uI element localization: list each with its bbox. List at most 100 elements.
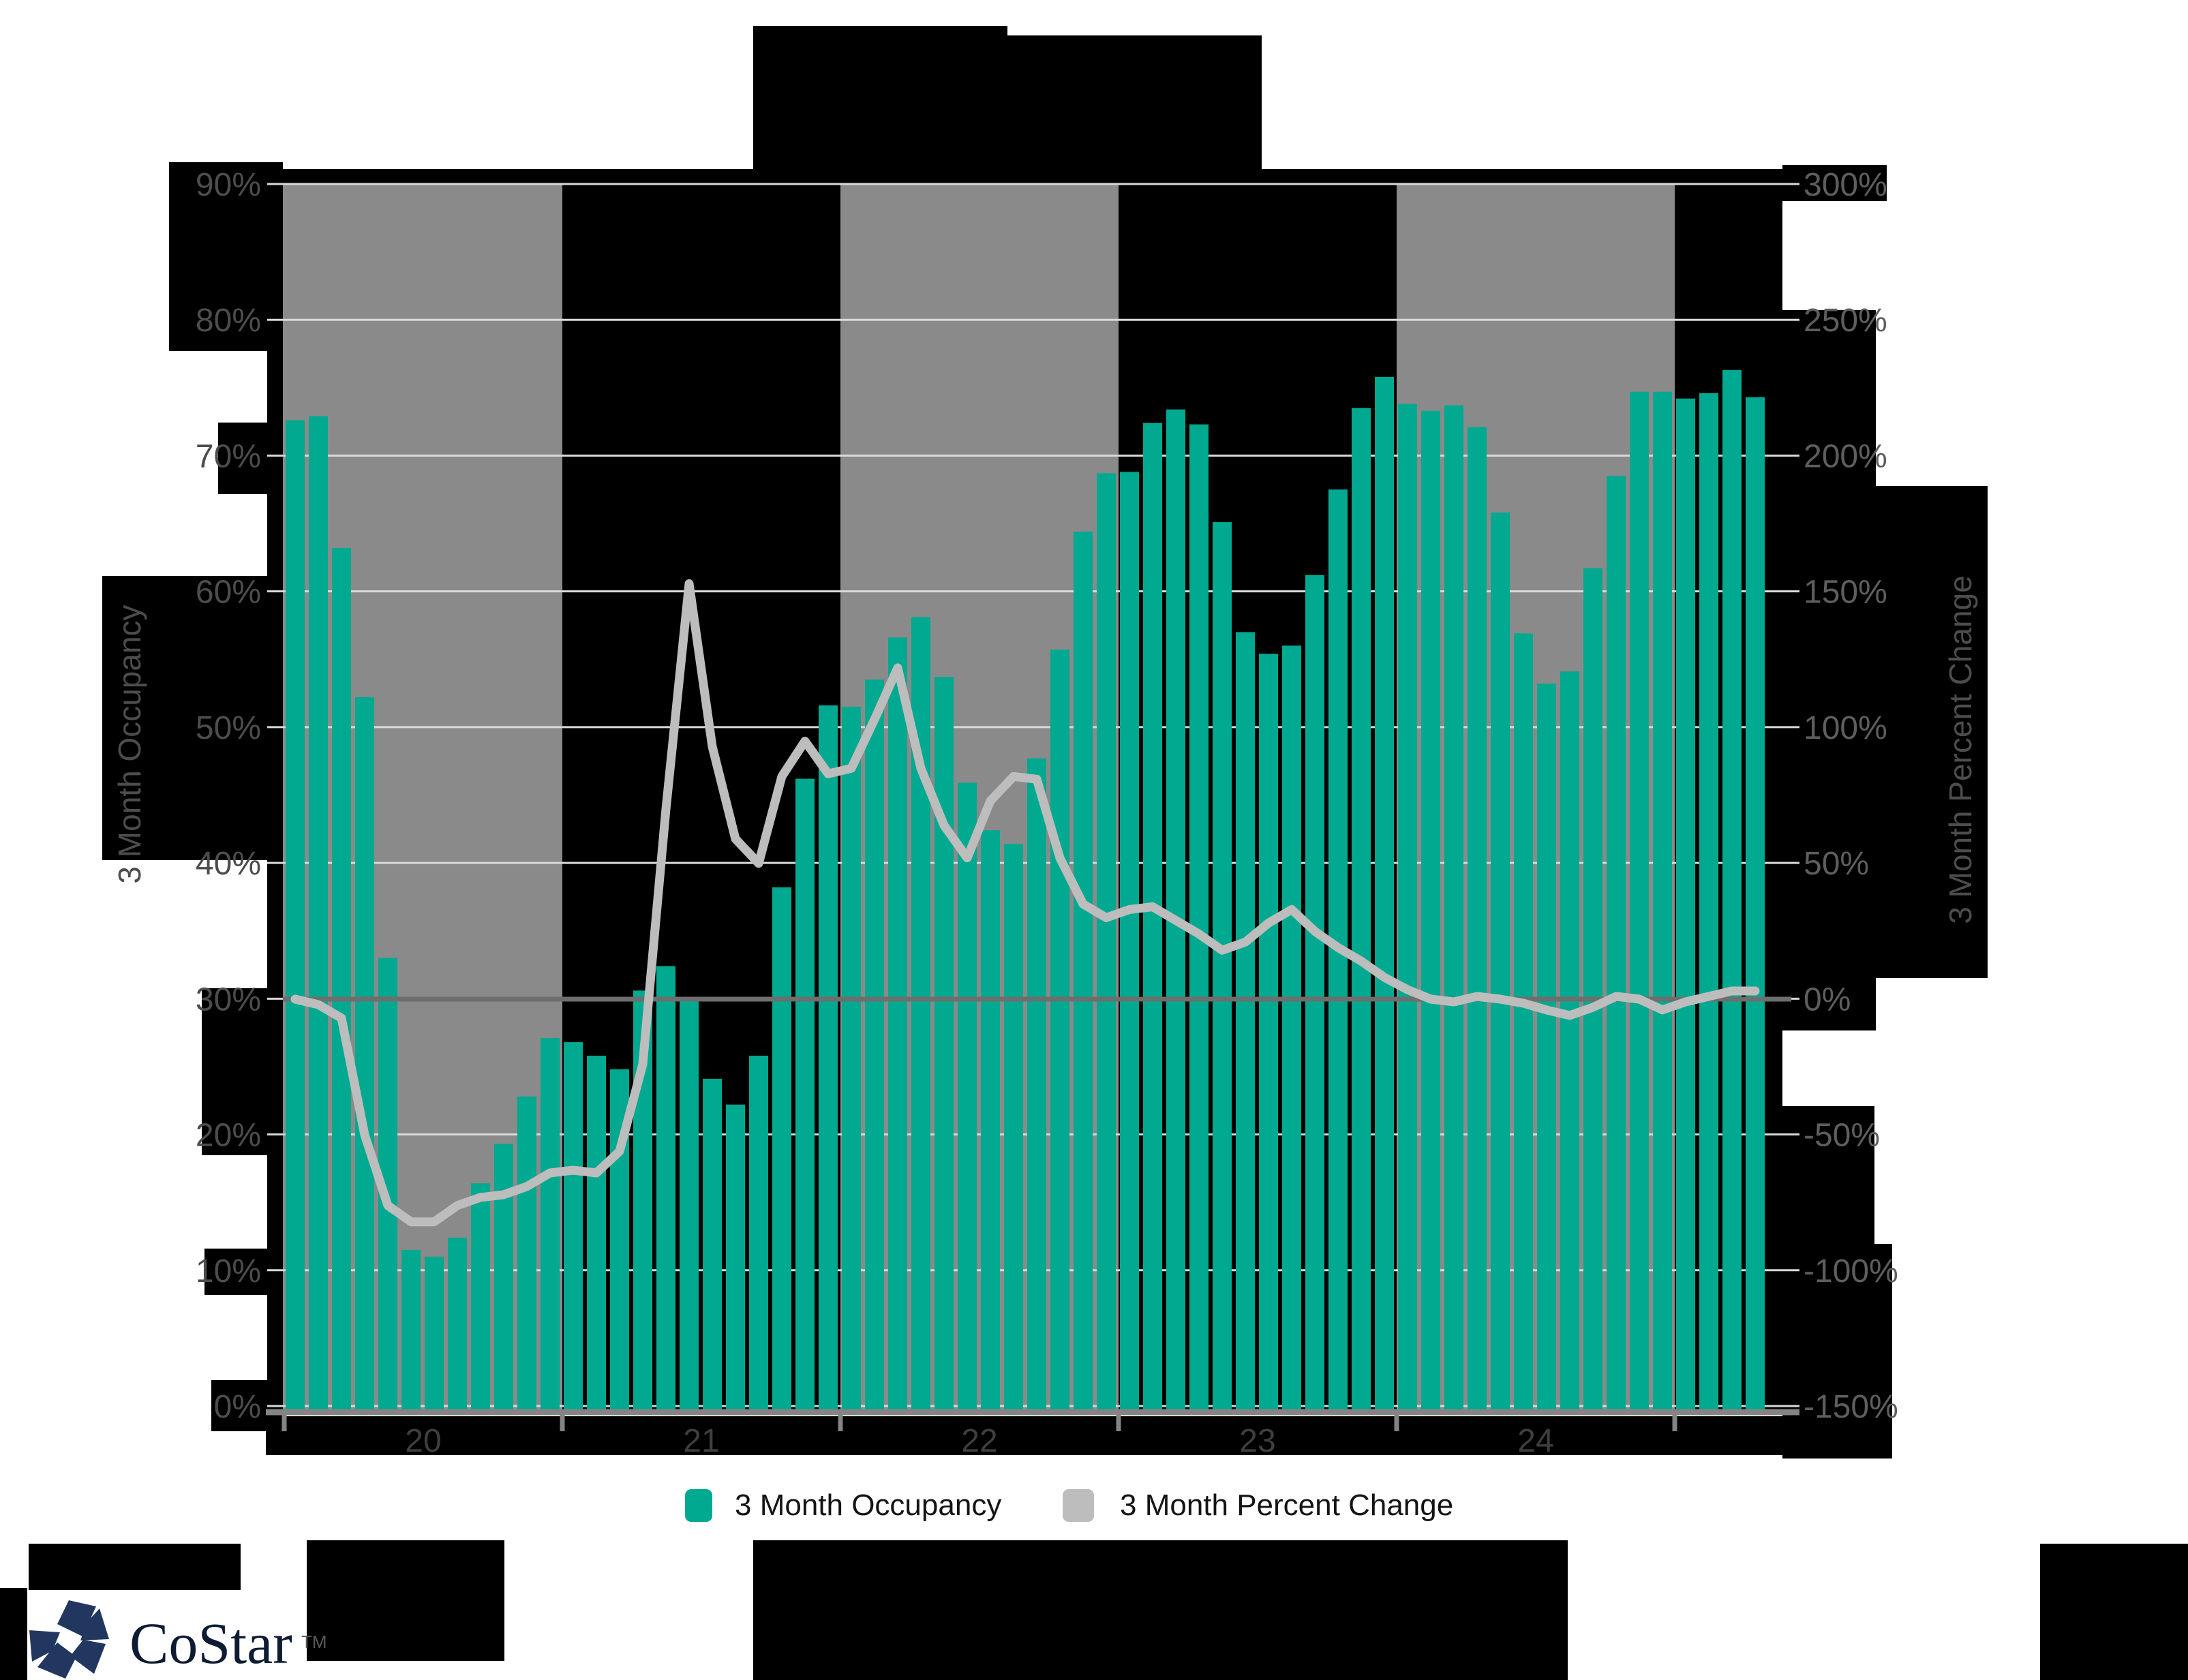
occupancy-bar	[1491, 513, 1510, 1412]
costar-star-icon	[70, 1640, 106, 1674]
occupancy-bar	[1444, 405, 1463, 1413]
occupancy-bar	[1537, 684, 1556, 1413]
year-band	[562, 184, 840, 1412]
costar-star-icon	[29, 1630, 60, 1662]
occupancy-bar	[1305, 575, 1324, 1412]
left-axis-tick-label: 10%	[196, 1253, 261, 1289]
occupancy-bar	[1375, 376, 1394, 1413]
occupancy-bar	[1421, 410, 1440, 1412]
occupancy-bar	[842, 707, 861, 1412]
left-axis-tick-label: 80%	[196, 303, 261, 339]
right-axis-tick-label: -100%	[1804, 1253, 1898, 1289]
redaction-boxes	[0, 26, 2188, 1680]
redaction-box	[753, 1540, 1568, 1680]
occupancy-bar	[1236, 632, 1255, 1412]
occupancy-bar	[726, 1104, 745, 1412]
occupancy-bar	[656, 966, 675, 1412]
year-band	[1397, 184, 1675, 1412]
costar-star-icon	[37, 1643, 76, 1679]
costar-trademark: TM	[301, 1632, 327, 1652]
redaction-box	[1782, 1106, 1874, 1244]
occupancy-bar	[1259, 654, 1278, 1413]
chart-legend: 3 Month Occupancy 3 Month Percent Change	[685, 1488, 1453, 1522]
redaction-box	[102, 576, 283, 860]
occupancy-bar	[401, 1249, 421, 1412]
costar-logo: CoStar TM	[29, 1600, 327, 1679]
right-axis-title: 3 Month Percent Change	[1943, 575, 1978, 923]
left-axis-tick-label: 20%	[196, 1118, 261, 1154]
legend-percent-change-swatch	[1063, 1489, 1094, 1522]
right-axis-tick-label: 50%	[1804, 846, 1869, 882]
x-axis-year-labels: 20 21 22 23 24	[405, 1423, 1553, 1459]
occupancy-bar	[1398, 403, 1417, 1412]
redaction-box	[169, 162, 283, 351]
redaction-box	[0, 1588, 27, 1680]
x-axis-year-label: 22	[961, 1423, 997, 1459]
occupancy-bar	[935, 677, 954, 1412]
left-axis-tick-label: 90%	[196, 167, 261, 203]
year-band	[283, 184, 562, 1412]
occupancy-bar	[587, 1056, 606, 1412]
occupancy-bar	[680, 998, 699, 1412]
redaction-box	[1782, 1244, 1892, 1458]
occupancy-bar	[1352, 408, 1371, 1412]
redaction-box	[2040, 1544, 2188, 1680]
x-axis-year-label: 21	[683, 1423, 719, 1459]
right-axis-tick-label: 0%	[1804, 981, 1851, 1018]
redaction-box	[1876, 486, 1988, 978]
occupancy-bar	[1097, 473, 1116, 1413]
left-axis-title: 3 Month Occupancy	[112, 605, 147, 883]
occupancy-bar	[1607, 476, 1626, 1412]
costar-star-icon	[80, 1608, 109, 1640]
legend-occupancy-label: 3 Month Occupancy	[735, 1488, 1001, 1522]
legend-occupancy-swatch	[685, 1489, 712, 1522]
occupancy-bar	[1630, 391, 1649, 1412]
x-axis-year-label: 20	[405, 1423, 441, 1459]
legend-percent-change-label: 3 Month Percent Change	[1120, 1488, 1453, 1522]
occupancy-bar	[425, 1256, 444, 1412]
occupancy-bar	[1282, 645, 1301, 1413]
occupancy-bar	[1004, 844, 1023, 1412]
occupancy-bar	[1699, 393, 1718, 1412]
occupancy-bar	[355, 697, 374, 1412]
left-axis-tick-label: 70%	[196, 438, 261, 474]
occupancy-bar	[795, 778, 815, 1412]
costar-wordmark: CoStar	[130, 1610, 292, 1676]
occupancy-bar	[1560, 671, 1579, 1412]
occupancy-bar	[1027, 758, 1046, 1412]
left-axis-tick-label: 60%	[196, 575, 261, 611]
right-axis-tick-label: -50%	[1804, 1118, 1880, 1154]
right-axis-tick-label: -150%	[1804, 1389, 1898, 1425]
redaction-box	[266, 1416, 1783, 1455]
occupancy-bar	[286, 420, 305, 1412]
right-axis-tick-label: 100%	[1804, 710, 1887, 746]
occupancy-bar	[1583, 568, 1602, 1413]
occupancy-bar	[981, 830, 1000, 1412]
right-axis-tick-label: 150%	[1804, 575, 1887, 611]
occupancy-bar	[749, 1056, 768, 1412]
occupancy-bar	[819, 705, 838, 1412]
occupancy-bar	[1746, 397, 1765, 1413]
occupancy-bar	[1722, 369, 1742, 1412]
occupancy-bar	[517, 1096, 536, 1412]
left-axis-tick-label: 0%	[214, 1389, 261, 1425]
occupancy-bars	[286, 369, 1765, 1413]
redaction-box	[283, 169, 1782, 185]
redaction-box	[753, 26, 1007, 172]
left-axis-tick-label: 30%	[196, 981, 261, 1018]
left-axis-tick-label: 40%	[196, 846, 261, 882]
redaction-box	[307, 1540, 504, 1661]
occupancy-bar	[1676, 398, 1695, 1412]
occupancy-bar	[1189, 424, 1209, 1413]
redaction-box	[267, 162, 283, 1439]
right-axis-tick-label: 300%	[1804, 167, 1887, 203]
occupancy-bar	[1050, 650, 1069, 1412]
percent-change-line	[290, 579, 1760, 1227]
occupancy-bar	[564, 1042, 583, 1412]
occupancy-bar	[1653, 391, 1672, 1412]
occupancy-bar	[958, 782, 977, 1412]
occupancy-bar	[494, 1144, 513, 1412]
occupancy-bar	[772, 887, 791, 1412]
occupancy-bar	[541, 1038, 560, 1412]
